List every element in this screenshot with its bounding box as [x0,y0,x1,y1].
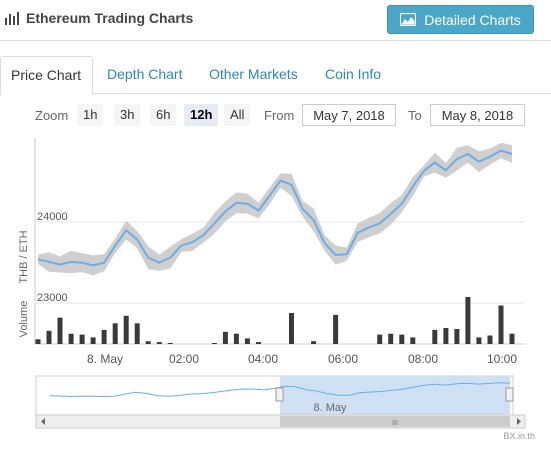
volume-bar [123,315,129,344]
scrollbar[interactable]: III [35,414,526,429]
x-tick-label: 02:00 [169,352,199,366]
volume-bar [112,323,118,344]
volume-bar [498,305,504,344]
volume-bar [101,329,107,344]
tab-price-chart[interactable]: Price Chart [0,56,93,96]
tab-bar: Price Chart Depth Chart Other Markets Co… [0,56,551,96]
volume-bar [211,343,217,344]
tab-label: Price Chart [11,67,82,83]
scrollbar-thumb[interactable] [280,416,510,427]
scrollbar-grip: III [392,420,398,427]
navigator-left-handle[interactable] [275,387,284,402]
volume-bar [256,342,261,344]
volume-bar [443,328,449,344]
volume-bar [46,330,52,344]
credit-label: BX.in.th [503,431,535,441]
volume-bar [167,343,173,344]
volume-bars [35,297,515,344]
volume-bar [410,337,416,344]
zoom-all-button[interactable]: All [224,104,251,126]
to-label: To [408,108,422,123]
bar-chart-icon [5,12,19,25]
volume-bar [509,333,515,344]
navigator-line [49,382,511,398]
header-bar: Ethereum Trading Charts Detailed Charts [0,0,551,41]
x-axis: 8. May 02:00 04:00 06:00 08:00 10:00 [87,352,517,366]
volume-bar [156,342,162,344]
volume-bar [57,317,63,344]
volume-bar [134,323,140,344]
zoom-label: Zoom [35,108,69,123]
volume-bar [244,338,250,344]
volume-bar [476,337,482,344]
volume-bar [377,334,383,344]
zoom-6h-button[interactable]: 6h [150,104,177,126]
y-tick-label: 23000 [37,292,68,304]
title-group: Ethereum Trading Charts [4,10,193,26]
navigator-right-handle[interactable] [505,387,514,402]
tab-label: Coin Info [325,66,382,82]
volume-bar [487,335,493,344]
volume-bar [399,334,405,344]
price-chart: THB / ETH Volume 24000 23000 8. May 02:0… [18,138,526,429]
zoom-1h-button[interactable]: 1h [77,104,104,126]
navigator-selection[interactable] [280,376,510,415]
to-date-input[interactable] [430,104,525,126]
volume-bar [233,333,239,344]
y-axis-label: THB / ETH [18,230,30,283]
x-tick-label: 10:00 [487,352,517,366]
volume-axis-label: Volume [18,301,30,338]
from-date-input[interactable] [302,104,396,126]
volume-bar [222,331,228,344]
volume-bar [311,341,317,344]
volume-bar [333,314,339,344]
volume-bar [454,329,460,344]
tab-label: Other Markets [209,66,298,82]
navigator-date-label: 8. May [313,402,347,414]
zoom-12h-button[interactable]: 12h [184,104,219,126]
price-line [37,149,513,267]
tab-depth-chart[interactable]: Depth Chart [97,56,192,93]
volume-bar [90,337,96,344]
volume-bar [465,297,471,344]
volume-bar [68,333,74,344]
detailed-charts-button[interactable]: Detailed Charts [387,5,534,34]
scroll-left-arrow-icon[interactable] [41,418,45,425]
x-tick-label: 06:00 [328,352,358,366]
x-tick-label: 8. May [87,352,123,366]
tab-label: Depth Chart [107,66,183,82]
detailed-charts-label: Detailed Charts [424,11,521,28]
navigator[interactable]: 8. May [35,375,514,416]
volume-bar [79,334,85,344]
x-tick-label: 08:00 [408,352,438,366]
from-label: From [264,108,295,123]
volume-bar [388,333,394,344]
tab-coin-info[interactable]: Coin Info [315,56,391,93]
tab-divider [0,93,551,94]
y-tick-label: 24000 [37,211,68,223]
range-selector: Zoom 1h 3h 6h 12h All From To [0,104,551,128]
scroll-right-arrow-icon[interactable] [517,418,521,425]
area-chart-icon [400,13,417,26]
zoom-3h-button[interactable]: 3h [114,104,141,126]
volume-bar [432,329,438,344]
volume-bar [145,341,151,344]
tab-other-markets[interactable]: Other Markets [199,56,308,93]
volume-bar [35,339,41,344]
chart-axes [34,138,525,345]
volume-bar [289,313,294,344]
x-tick-label: 04:00 [248,352,278,366]
page-title: Ethereum Trading Charts [26,10,194,26]
